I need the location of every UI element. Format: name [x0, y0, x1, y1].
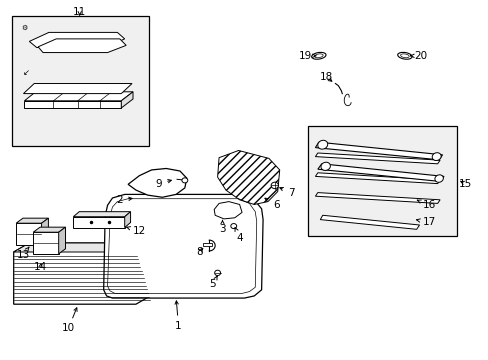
Polygon shape — [128, 168, 186, 197]
Text: 13: 13 — [16, 247, 30, 260]
Polygon shape — [59, 227, 65, 254]
Text: 9: 9 — [155, 179, 171, 189]
Polygon shape — [315, 153, 439, 164]
Ellipse shape — [397, 52, 411, 59]
Polygon shape — [320, 215, 419, 229]
Ellipse shape — [214, 270, 220, 276]
Text: 10: 10 — [62, 308, 77, 333]
Text: 1: 1 — [175, 301, 182, 331]
Polygon shape — [124, 212, 130, 228]
Text: 20: 20 — [410, 51, 426, 61]
Polygon shape — [217, 150, 279, 204]
Ellipse shape — [431, 153, 440, 161]
Text: 12: 12 — [126, 226, 146, 236]
Ellipse shape — [311, 52, 325, 59]
Text: 19: 19 — [298, 51, 315, 61]
Text: 11: 11 — [73, 6, 86, 17]
Ellipse shape — [182, 178, 187, 183]
Polygon shape — [315, 193, 439, 203]
Polygon shape — [16, 218, 48, 223]
Text: 2: 2 — [116, 195, 132, 205]
Polygon shape — [29, 32, 124, 48]
Text: 6: 6 — [264, 198, 279, 210]
Text: 16: 16 — [416, 200, 435, 210]
Text: ↙: ↙ — [22, 69, 29, 78]
Polygon shape — [103, 194, 263, 298]
Polygon shape — [23, 84, 132, 94]
Polygon shape — [33, 232, 59, 254]
Ellipse shape — [317, 140, 327, 149]
Ellipse shape — [434, 175, 443, 182]
Bar — [12, 16, 149, 146]
Ellipse shape — [230, 224, 236, 229]
Text: 3: 3 — [219, 220, 225, 234]
Text: 17: 17 — [416, 217, 435, 228]
Polygon shape — [14, 243, 151, 304]
Bar — [203, 243, 211, 246]
Text: 15: 15 — [458, 179, 471, 189]
Polygon shape — [73, 212, 130, 217]
Polygon shape — [24, 92, 133, 101]
Polygon shape — [38, 39, 126, 53]
Polygon shape — [121, 92, 133, 108]
Polygon shape — [315, 173, 439, 184]
Polygon shape — [317, 164, 443, 181]
Polygon shape — [73, 217, 124, 228]
Polygon shape — [214, 202, 242, 219]
Polygon shape — [16, 223, 41, 245]
Polygon shape — [41, 218, 48, 245]
Text: 18: 18 — [319, 72, 333, 82]
Bar — [307, 126, 456, 236]
Polygon shape — [315, 142, 442, 160]
Polygon shape — [24, 101, 121, 108]
Polygon shape — [33, 227, 65, 232]
Text: 5: 5 — [209, 276, 217, 289]
Polygon shape — [14, 243, 151, 252]
Text: 4: 4 — [234, 227, 243, 243]
Text: 8: 8 — [196, 247, 203, 257]
Ellipse shape — [270, 182, 278, 189]
Text: 7: 7 — [279, 188, 294, 198]
Text: ⚙: ⚙ — [21, 25, 27, 31]
Text: 14: 14 — [34, 262, 47, 272]
Ellipse shape — [320, 162, 330, 170]
